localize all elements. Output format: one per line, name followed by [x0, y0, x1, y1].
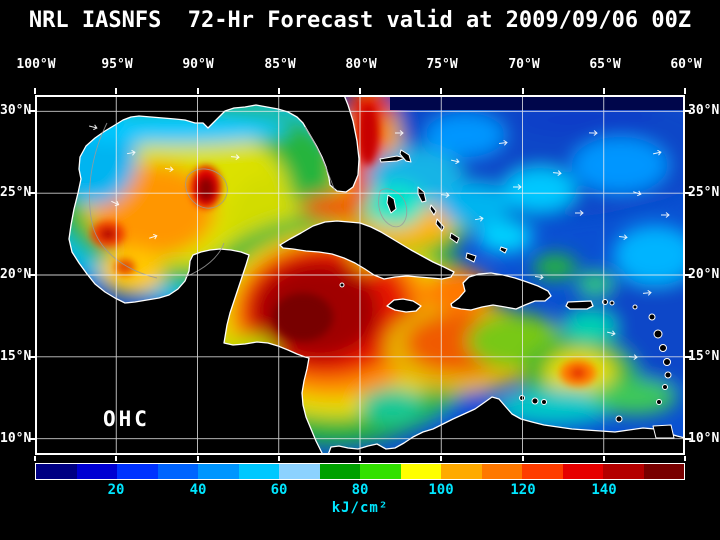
colorbar-segment — [522, 464, 563, 479]
land-lesser-antilles — [339, 282, 675, 439]
axis-tick — [602, 88, 605, 94]
ohc-label: OHC — [103, 407, 150, 431]
lon-tick-label: 95°W — [101, 57, 133, 72]
lon-tick-label: 100°W — [16, 57, 56, 72]
land-jamaica — [386, 298, 422, 313]
lon-tick-label: 60°W — [670, 57, 702, 72]
colorbar-segment — [400, 464, 441, 479]
axis-tick — [602, 456, 605, 461]
lon-tick-label: 90°W — [182, 57, 214, 72]
axis-tick — [685, 355, 691, 358]
colorbar-segment — [76, 464, 117, 479]
map-canvas: OHC — [35, 95, 685, 455]
axis-tick — [29, 355, 35, 358]
colorbar-segment — [603, 464, 644, 479]
axis-tick — [29, 274, 35, 276]
colorbar-segment — [319, 464, 360, 479]
colorbar-tick-label: 100 — [428, 482, 454, 498]
lat-tick-label: 25°N — [0, 185, 32, 200]
axis-tick — [277, 88, 280, 94]
axis-tick — [359, 456, 361, 461]
lat-tick-label: 10°N — [688, 431, 720, 446]
colorbar-tick-label: 80 — [351, 482, 369, 498]
axis-tick — [29, 437, 35, 440]
axis-tick — [684, 88, 686, 94]
colorbar-segment — [157, 464, 198, 479]
axis-tick — [34, 88, 36, 94]
colorbar — [35, 463, 685, 480]
lon-tick-label: 75°W — [426, 57, 458, 72]
current-arrows — [89, 124, 670, 360]
axis-tick — [277, 456, 280, 461]
heat-field — [35, 95, 685, 445]
colorbar-segment — [198, 464, 239, 479]
axis-tick — [684, 456, 686, 461]
axis-tick — [115, 456, 118, 461]
lon-tick-label: 80°W — [345, 57, 377, 72]
colorbar-segment — [117, 464, 158, 479]
lat-tick-label: 25°N — [688, 185, 720, 200]
land-south-america — [327, 396, 685, 455]
lon-tick-label: 65°W — [589, 57, 621, 72]
colorbar-tick-label: 60 — [270, 482, 288, 498]
lon-tick-label: 85°W — [264, 57, 296, 72]
lat-tick-label: 10°N — [0, 431, 32, 446]
colorbar-unit-label: kJ/cm² — [331, 500, 389, 516]
lat-tick-label: 20°N — [0, 267, 32, 282]
axis-tick — [685, 110, 691, 113]
axis-tick — [521, 456, 524, 461]
axis-tick — [685, 192, 691, 195]
colorbar-segment — [279, 464, 320, 479]
land-puerto-rico — [565, 300, 594, 310]
colorbar-tick-label: 20 — [107, 482, 125, 498]
lat-tick-label: 20°N — [688, 267, 720, 282]
axis-tick — [440, 456, 443, 461]
colorbar-segment — [36, 464, 77, 479]
grid-lines — [35, 95, 685, 455]
colorbar-tick-label: 140 — [591, 482, 617, 498]
lat-tick-label: 15°N — [0, 349, 32, 364]
axis-tick — [115, 88, 118, 94]
axis-tick — [34, 456, 36, 461]
axis-tick — [440, 88, 443, 94]
colorbar-segment — [360, 464, 401, 479]
colorbar-segment — [441, 464, 482, 479]
lat-tick-label: 15°N — [688, 349, 720, 364]
lat-tick-label: 30°N — [688, 103, 720, 118]
lon-tick-label: 70°W — [508, 57, 540, 72]
lat-tick-label: 30°N — [0, 103, 32, 118]
colorbar-segment — [562, 464, 603, 479]
colorbar-segment — [643, 464, 684, 479]
colorbar-segment — [238, 464, 279, 479]
land-bahamas — [379, 149, 508, 263]
axis-tick — [196, 456, 199, 461]
colorbar-tick-label: 120 — [510, 482, 536, 498]
axis-tick — [685, 437, 691, 440]
plot-title: NRL IASNFS 72-Hr Forecast valid at 2009/… — [28, 8, 692, 33]
axis-tick — [685, 274, 691, 276]
north-boundary-band — [390, 95, 685, 110]
axis-tick — [29, 192, 35, 195]
axis-tick — [521, 88, 524, 94]
colorbar-segment — [481, 464, 522, 479]
axis-tick — [359, 88, 361, 94]
colorbar-tick-label: 40 — [189, 482, 207, 498]
land-cuba — [279, 220, 455, 280]
map-border — [35, 95, 685, 455]
land-hispaniola — [450, 272, 552, 311]
axis-tick — [196, 88, 199, 94]
axis-tick — [29, 110, 35, 113]
